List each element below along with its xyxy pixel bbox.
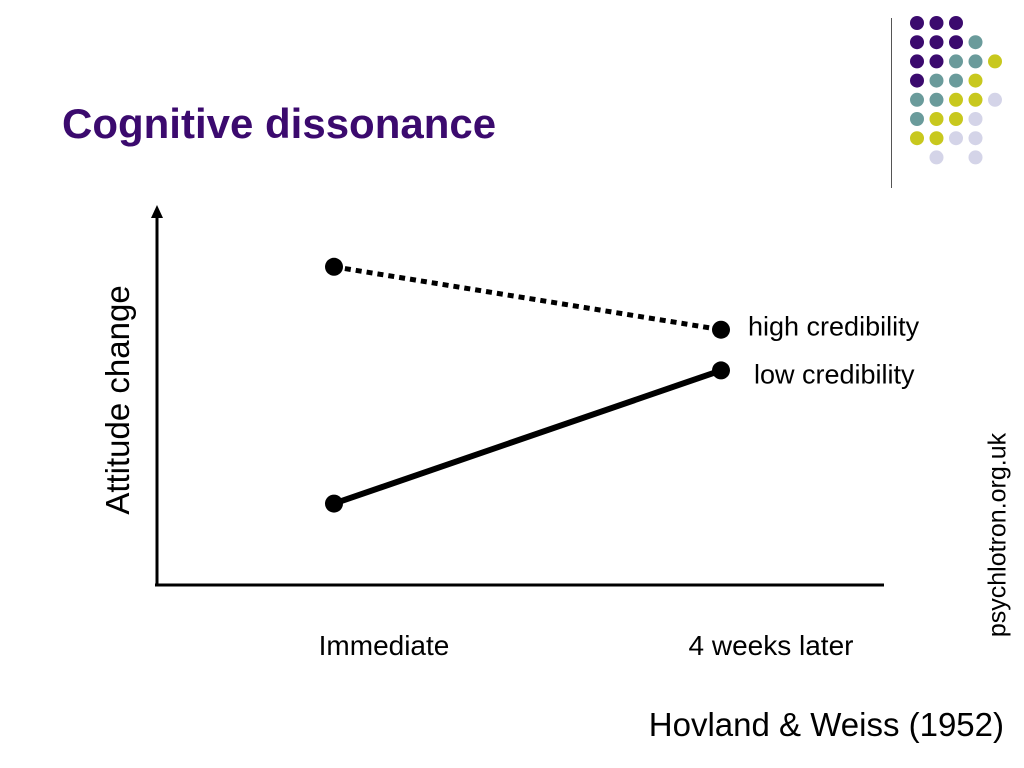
decor-dot [929, 35, 944, 50]
x-tick-label: 4 weeks later [689, 630, 854, 661]
decor-dot [949, 112, 963, 126]
decor-dot [929, 16, 944, 30]
decor-dot [910, 92, 924, 107]
decor-dot [929, 131, 944, 146]
decor-dot [910, 131, 924, 146]
decor-dot [988, 92, 1002, 107]
data-point [325, 494, 343, 513]
dot-grid-decoration [910, 16, 1002, 165]
decor-dot [949, 54, 963, 69]
decor-dot [968, 131, 983, 146]
decor-dot [968, 112, 983, 126]
decor-dot [949, 35, 963, 50]
series-layer: high credibility low credibility [325, 257, 920, 513]
series-line [333, 264, 722, 333]
slide-title: Cognitive dissonance [62, 100, 497, 147]
series-line [333, 367, 722, 507]
decor-dot [949, 131, 963, 146]
decor-dot [968, 150, 983, 165]
decor-dot [929, 73, 944, 88]
y-axis-label: Attitude change [99, 285, 136, 515]
series-label: low credibility [754, 359, 915, 389]
decor-dot [968, 35, 983, 50]
watermark: psychlotron.org.uk [983, 432, 1012, 638]
data-point [712, 320, 730, 339]
y-axis-arrow [151, 205, 163, 218]
decor-dot [968, 92, 983, 107]
data-point [712, 361, 730, 380]
decor-dot [929, 92, 944, 107]
decor-dot [910, 54, 924, 69]
tick-layer: Immediate 4 weeks later [319, 630, 854, 661]
decor-dot [910, 112, 924, 126]
decor-dot [929, 112, 944, 126]
decor-dot [910, 35, 924, 50]
decor-dot [929, 150, 944, 165]
x-tick-label: Immediate [319, 630, 450, 661]
vertical-divider [891, 18, 892, 188]
decor-dot [910, 73, 924, 88]
citation: Hovland & Weiss (1952) [648, 706, 1004, 743]
decor-dot [949, 16, 963, 30]
series-label: high credibility [748, 312, 920, 342]
decor-dot [988, 54, 1002, 69]
decor-dot [910, 16, 924, 30]
data-point [325, 257, 343, 276]
decor-dot [949, 92, 963, 107]
decor-dot [949, 73, 963, 88]
decor-dot [968, 54, 983, 69]
decor-dot [968, 73, 983, 88]
decor-dot [929, 54, 944, 69]
